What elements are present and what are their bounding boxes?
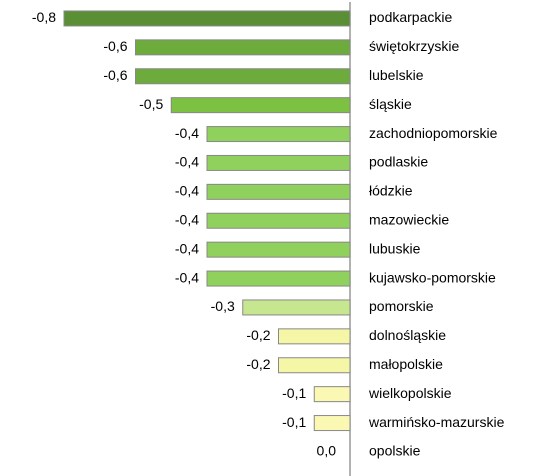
value-label: -0,4 [175, 240, 199, 256]
value-label: -0,1 [282, 385, 306, 401]
bar [313, 415, 351, 432]
bar [135, 68, 351, 85]
value-label: -0,2 [246, 327, 270, 343]
category-label: dolnośląskie [369, 327, 446, 343]
category-label: śląskie [369, 96, 412, 112]
value-label: -0,3 [211, 298, 235, 314]
value-label: -0,8 [32, 9, 56, 25]
value-label: -0,4 [175, 211, 199, 227]
value-label: 0,0 [317, 443, 337, 459]
category-label: łódzkie [369, 183, 413, 199]
category-label: pomorskie [369, 298, 434, 314]
bar [206, 126, 351, 143]
category-label: warmińsko-mazurskie [368, 414, 505, 430]
value-label: -0,4 [175, 154, 199, 170]
bar [313, 386, 351, 403]
value-label: -0,5 [139, 96, 163, 112]
bar [206, 241, 351, 258]
category-label: świętokrzyskie [369, 38, 459, 54]
bar [206, 212, 351, 229]
value-label: -0,4 [175, 183, 199, 199]
bar [278, 328, 351, 345]
bar [170, 97, 351, 114]
category-label: zachodniopomorskie [369, 125, 498, 141]
category-label: mazowieckie [369, 211, 449, 227]
value-label: -0,1 [282, 414, 306, 430]
value-label: -0,4 [175, 125, 199, 141]
bar [206, 183, 351, 200]
value-label: -0,2 [246, 356, 270, 372]
bar [278, 357, 351, 374]
value-label: -0,6 [103, 38, 127, 54]
bar [63, 10, 351, 27]
category-label: podkarpackie [369, 9, 452, 25]
bar [135, 39, 351, 56]
category-label: lubuskie [369, 240, 421, 256]
category-label: wielkopolskie [368, 385, 452, 401]
value-label: -0,6 [103, 67, 127, 83]
category-label: lubelskie [369, 67, 424, 83]
value-label: -0,4 [175, 269, 199, 285]
bar [206, 270, 351, 287]
category-label: kujawsko-pomorskie [369, 269, 496, 285]
category-label: opolskie [369, 443, 421, 459]
bar [206, 154, 351, 171]
bar [242, 299, 351, 316]
category-label: podlaskie [369, 154, 428, 170]
category-label: małopolskie [369, 356, 443, 372]
